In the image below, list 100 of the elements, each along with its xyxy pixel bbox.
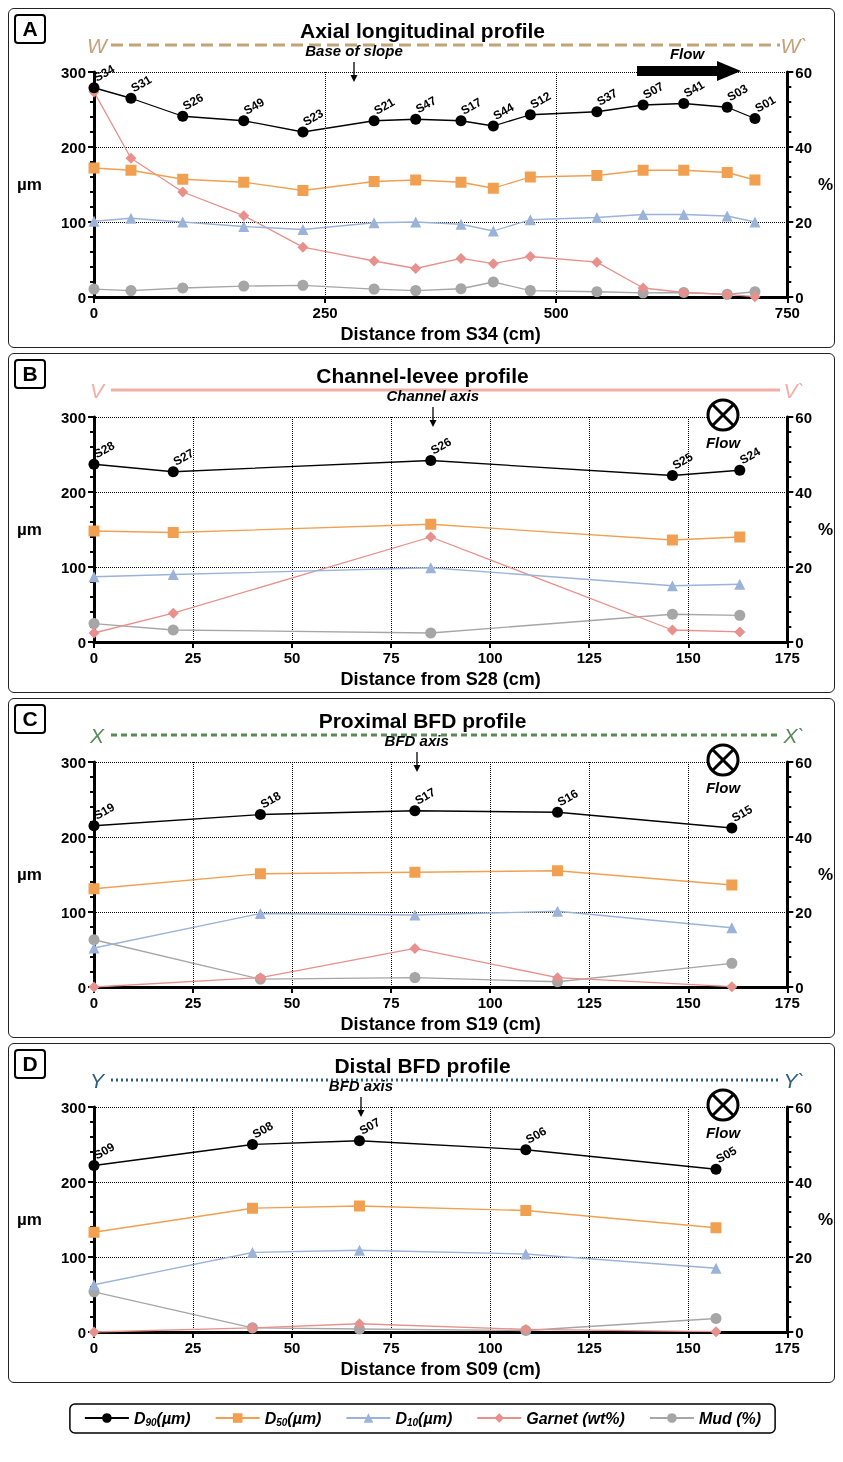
- annotation: S21: [371, 94, 398, 118]
- point: [552, 865, 564, 877]
- point: [409, 942, 421, 954]
- x-tick-label: 50: [283, 1339, 301, 1356]
- x-tick-label: 150: [675, 649, 701, 666]
- point: [710, 1313, 722, 1324]
- point: [177, 186, 189, 198]
- point: [726, 822, 738, 834]
- point: [254, 809, 266, 820]
- y2-tick-label: 40: [795, 483, 812, 501]
- point: [666, 534, 678, 546]
- chart-title: Proximal BFD profile: [318, 709, 527, 732]
- point: [734, 464, 746, 476]
- x-tick-label: 0: [89, 994, 99, 1011]
- point: [520, 1248, 532, 1260]
- chart-title: Axial longitudinal profile: [299, 19, 546, 42]
- point: [88, 525, 100, 537]
- point: [637, 209, 649, 220]
- point: [368, 255, 380, 267]
- text: C: [14, 704, 46, 734]
- point: [238, 176, 250, 188]
- y2-tick-label: 20: [795, 558, 812, 576]
- point: [487, 182, 499, 194]
- point: [368, 115, 380, 127]
- y-axis-title: µm: [17, 520, 42, 539]
- point: [591, 106, 603, 118]
- point: [88, 820, 100, 832]
- point: [552, 806, 564, 818]
- point: [254, 868, 266, 880]
- point: [88, 162, 100, 174]
- text: Y: [89, 1068, 106, 1092]
- point: [487, 276, 499, 288]
- point: [455, 252, 467, 264]
- annotation: S41: [681, 77, 708, 101]
- x-axis-title: Distance from S28 (cm): [340, 668, 541, 689]
- point: [487, 120, 499, 132]
- point: [409, 972, 421, 984]
- point: [246, 1139, 258, 1150]
- text: Channel axis: [385, 387, 480, 404]
- point: [167, 569, 179, 580]
- y-tick-label: 200: [60, 483, 86, 501]
- point: [591, 212, 603, 223]
- point: [487, 225, 499, 237]
- point: [88, 82, 100, 94]
- annotation: Flow: [704, 779, 742, 796]
- point: [88, 942, 100, 954]
- x-tick-label: 75: [382, 1339, 400, 1356]
- point: [409, 805, 421, 817]
- x-tick-label: 75: [382, 994, 400, 1011]
- point: [88, 1226, 100, 1238]
- legend-label: Garnet (wt%): [526, 1409, 625, 1427]
- x-tick-label: 50: [283, 649, 301, 666]
- point: [666, 470, 678, 481]
- text: X`: [782, 723, 805, 747]
- text: BFD axis: [327, 1077, 395, 1094]
- point: [678, 209, 690, 220]
- text: V: [89, 378, 106, 402]
- y-tick-label: 0: [77, 633, 86, 651]
- point: [88, 458, 100, 470]
- annotation: S06: [523, 1123, 550, 1147]
- y2-axis-title: %: [817, 865, 834, 884]
- annotation: S03: [724, 81, 751, 105]
- annotation: S15: [729, 801, 756, 825]
- x-tick-label: 125: [576, 1339, 602, 1356]
- x-tick-label: 0: [89, 649, 99, 666]
- point: [297, 241, 309, 253]
- y2-tick-label: 20: [795, 903, 812, 921]
- legend-label: Mud (%): [698, 1409, 762, 1427]
- y2-tick-label: 40: [795, 1173, 812, 1191]
- point: [749, 216, 761, 228]
- x-tick-label: 25: [184, 994, 202, 1011]
- y-tick-label: 100: [60, 558, 86, 576]
- point: [734, 609, 746, 621]
- chart-title: Distal BFD profile: [334, 1054, 511, 1077]
- text: Base of slope: [304, 42, 404, 59]
- point: [552, 905, 564, 917]
- point: [455, 283, 467, 295]
- y2-tick-label: 60: [795, 753, 812, 771]
- point: [167, 527, 179, 538]
- y2-tick-label: 60: [795, 408, 812, 426]
- point: [666, 580, 678, 592]
- annotation: S26: [180, 90, 206, 114]
- y-axis-title: µm: [17, 1210, 42, 1229]
- point: [721, 101, 733, 113]
- point: [167, 466, 179, 478]
- point: [368, 283, 380, 295]
- point: [297, 185, 309, 196]
- point: [520, 1144, 532, 1156]
- point: [353, 1135, 365, 1147]
- x-tick-label: 0: [89, 304, 99, 321]
- x-tick-label: 0: [89, 1339, 99, 1356]
- point: [721, 167, 733, 178]
- x-tick-label: 100: [477, 994, 503, 1011]
- text: B: [14, 359, 46, 389]
- point: [410, 263, 422, 274]
- point: [425, 518, 437, 530]
- annotation: S05: [713, 1143, 740, 1167]
- point: [425, 627, 437, 639]
- y-tick-label: 200: [60, 138, 86, 156]
- y2-tick-label: 0: [795, 978, 804, 996]
